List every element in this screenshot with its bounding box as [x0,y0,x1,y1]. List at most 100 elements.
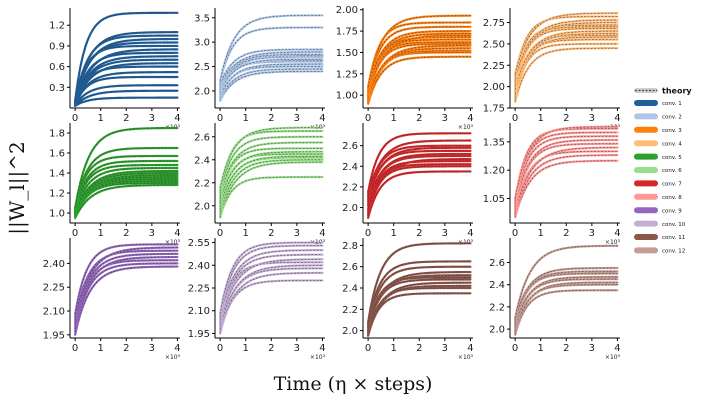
x-tick-label: 3 [294,228,300,239]
legend-label: conv. 1 [662,101,682,107]
y-tick-label: 1.20 [483,166,505,177]
y-tick-label: 2.0 [342,203,358,214]
legend-label: conv. 11 [662,235,685,241]
legend-swatch [634,113,658,120]
legend-label: conv. 2 [662,115,682,121]
x-tick-label: 2 [416,343,422,354]
x-tick-label: 2 [268,343,274,354]
x-exponent-label: ×10³ [310,354,326,361]
theory-line [74,244,178,315]
y-tick-label: 2.25 [483,61,505,72]
theory-line [514,276,618,327]
theory-line [74,59,178,104]
theory-line [367,277,471,329]
x-tick-label: 3 [442,343,448,354]
legend-theory-label: theory [662,87,692,96]
x-tick-label: 1 [391,343,397,354]
y-axis-label: ||W_l||^2 [5,141,30,234]
theory-line [367,30,471,91]
theory-line [74,49,178,104]
theory-line [219,49,323,85]
y-tick-label: 1.35 [483,137,505,148]
x-tick-label: 1 [538,228,544,239]
y-tick-label: 2.25 [43,283,65,294]
y-tick-label: 2.40 [188,261,210,272]
theory-line [514,19,618,79]
y-tick-label: 2.8 [342,241,358,252]
theory-line [74,256,178,327]
y-tick-label: 2.4 [342,284,358,295]
x-tick-label: 0 [217,113,223,124]
x-tick-label: 3 [149,343,155,354]
y-tick-label: 2.4 [194,155,210,166]
x-tick-label: 4 [319,343,325,354]
legend-label: conv. 12 [662,249,685,255]
y-tick-label: 1.95 [188,329,210,340]
theory-line [514,143,618,209]
theory-line [219,159,323,213]
y-tick-label: 1.95 [43,330,65,341]
theory-line [74,35,178,102]
theory-line [74,55,178,104]
subplot-11: 2.0 2.2 2.4 2.6 2.8 0 1 2 3 4×10³ [342,238,474,361]
x-tick-label: 3 [442,113,448,124]
theory-line [367,147,471,200]
y-tick-label: 2.00 [336,5,358,16]
theory-line [219,151,323,202]
theory-line [219,66,323,98]
x-tick-label: 3 [589,343,595,354]
theory-line [74,31,178,102]
y-tick-label: 0.9 [49,41,65,52]
y-tick-label: 2.5 [194,62,210,73]
theory-line [514,245,618,319]
y-tick-label: 3.0 [194,38,210,49]
y-tick-label: 1.8 [49,129,65,140]
theory-line [219,71,323,101]
theory-line [514,47,618,103]
theory-line [367,293,471,336]
x-tick-label: 4 [467,343,473,354]
x-exponent-label: ×10³ [458,124,474,131]
legend-label: conv. 3 [662,128,682,134]
y-tick-label: 2.00 [483,82,505,93]
y-tick-label: 1.2 [49,189,65,200]
theory-line [74,247,178,318]
legend-label: conv. 8 [662,195,682,201]
y-tick-label: 2.6 [342,262,358,273]
y-tick-label: 1.2 [49,21,65,32]
theory-line [74,253,178,324]
theory-line [367,271,471,327]
y-tick-label: 2.0 [342,326,358,337]
x-tick-label: 0 [72,113,78,124]
theory-line [74,155,178,210]
theory-line [367,26,471,90]
x-tick-label: 2 [123,228,129,239]
theory-line [219,161,323,215]
theory-line [219,272,323,332]
legend-swatch [634,180,658,187]
legend-swatch [634,167,658,173]
theory-line [219,15,323,82]
theory-line [74,45,178,103]
x-tick-label: 1 [98,343,104,354]
x-tick-label: 0 [365,113,371,124]
theory-line [514,282,618,331]
y-tick-label: 2.55 [188,238,210,249]
x-exponent-label: ×10³ [605,239,621,246]
theory-line [219,264,323,328]
theory-line [367,261,471,324]
legend-swatch [634,100,658,106]
subplot-9: 1.952.102.252.400 1 2 3 4×10³ [43,238,181,361]
theory-line [74,76,178,106]
legend-label: conv. 9 [662,208,682,214]
theory-line [367,133,471,193]
x-tick-label: 2 [416,228,422,239]
subplot-10: 1.95 2.10 2.25 2.40 2.55 0 1 2 3 4×10³ [188,238,326,361]
y-tick-label: 2.4 [489,280,505,291]
theory-line [514,160,618,218]
theory-line [74,176,178,215]
theory-line [367,171,471,218]
y-tick-label: 2.2 [489,302,505,313]
x-tick-label: 0 [72,228,78,239]
theory-line [219,27,323,83]
